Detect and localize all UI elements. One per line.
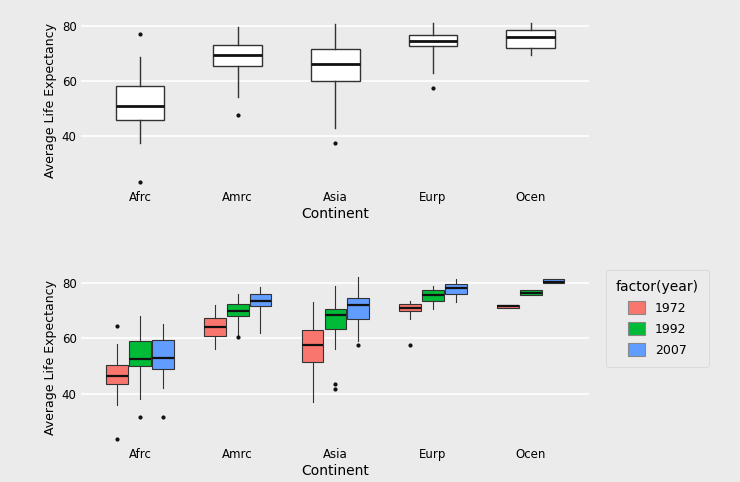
X-axis label: Continent: Continent (301, 464, 369, 478)
Bar (542, 279, 565, 283)
Legend: 1972, 1992, 2007: 1972, 1992, 2007 (606, 269, 709, 367)
Bar (249, 294, 272, 307)
Bar (497, 305, 519, 308)
X-axis label: Continent: Continent (301, 207, 369, 221)
Y-axis label: Average Life Expectancy: Average Life Expectancy (44, 23, 58, 178)
Bar (311, 49, 360, 81)
Bar (227, 304, 249, 316)
Bar (445, 284, 467, 294)
Bar (107, 364, 128, 384)
Bar (408, 35, 457, 46)
Bar (204, 318, 226, 335)
Bar (115, 86, 164, 120)
Bar (325, 309, 346, 329)
Bar (152, 340, 174, 369)
Bar (130, 341, 151, 366)
Bar (423, 290, 444, 301)
Y-axis label: Average Life Expectancy: Average Life Expectancy (44, 280, 58, 435)
Bar (506, 30, 555, 48)
Bar (302, 330, 323, 362)
Bar (213, 45, 262, 66)
Bar (347, 298, 369, 319)
Bar (520, 290, 542, 295)
Bar (400, 304, 421, 310)
